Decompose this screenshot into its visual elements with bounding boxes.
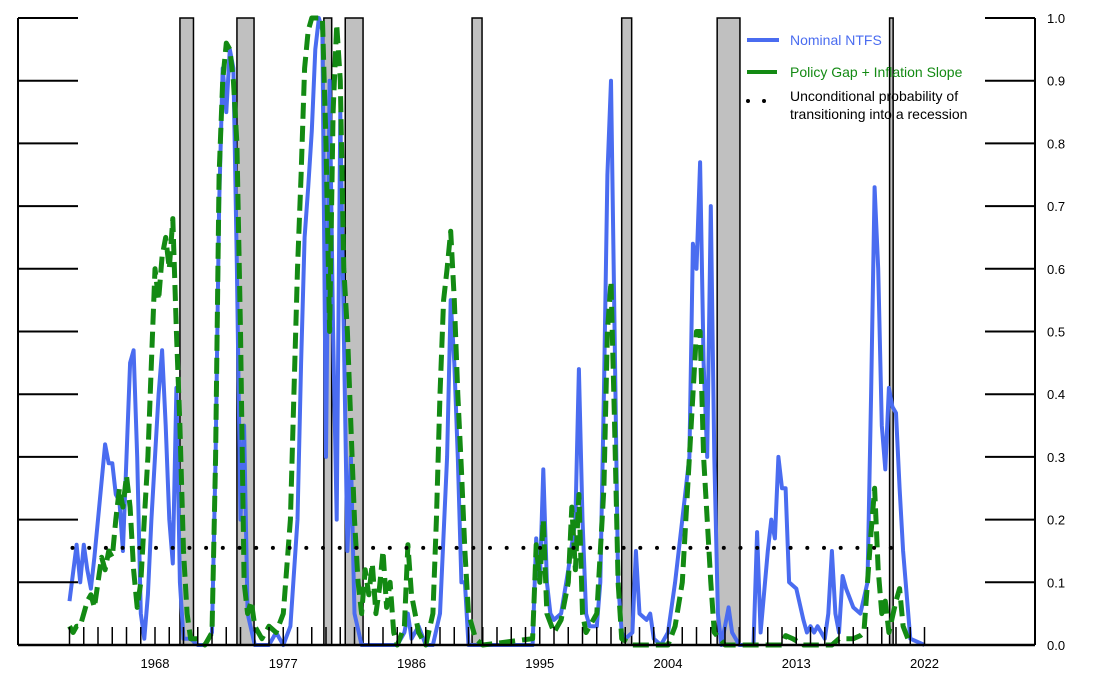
unconditional-probability-dot [872, 545, 877, 550]
unconditional-probability-dot [638, 545, 643, 550]
y-tick-label: 0.8 [1047, 136, 1065, 151]
unconditional-probability-dot [270, 545, 275, 550]
unconditional-probability-dot [738, 545, 743, 550]
unconditional-probability-dot [103, 545, 108, 550]
unconditional-probability-dot [688, 545, 693, 550]
x-tick-label: 2022 [910, 656, 939, 671]
unconditional-probability-dot [838, 545, 843, 550]
unconditional-probability-dot [287, 545, 292, 550]
unconditional-probability-dot [504, 545, 509, 550]
y-tick-label: 0.5 [1047, 325, 1065, 340]
unconditional-probability-dot [304, 545, 309, 550]
unconditional-probability-dot [87, 545, 92, 550]
unconditional-probability-dot [220, 545, 225, 550]
unconditional-probability-dot [488, 545, 492, 550]
y-tick-label: 0.9 [1047, 74, 1065, 89]
unconditional-probability-dot [137, 545, 142, 550]
recession-band [620, 17, 633, 646]
y-tick-label: 0.4 [1047, 387, 1065, 402]
unconditional-probability-dot [387, 545, 392, 550]
series-policy-gap-inflation-slope [67, 15, 913, 648]
unconditional-probability-dot [788, 545, 793, 550]
unconditional-probability-dot [755, 545, 760, 550]
unconditional-probability-dot [204, 545, 209, 550]
recession-band [716, 17, 741, 646]
unconditional-probability-dot [521, 545, 526, 550]
legend-swatch-dot [762, 99, 766, 103]
unconditional-probability-dot [771, 545, 776, 550]
unconditional-probability-dot [538, 545, 543, 550]
unconditional-probability-dot [554, 545, 559, 550]
x-tick-label: 1986 [397, 656, 426, 671]
axes: 0.0 0.1 0.2 0.3 0.4 0.5 0.6 0.7 0.8 0.9 1.0 1968 197… [17, 11, 1065, 671]
unconditional-probability-dot [471, 545, 476, 550]
y-tick-label: 0.6 [1047, 262, 1065, 277]
unconditional-probability-dot [855, 545, 860, 550]
x-tick-label: 2004 [654, 656, 683, 671]
unconditional-probability-dot [70, 545, 75, 550]
y-tick-label: 0.7 [1047, 199, 1065, 214]
unconditional-probability-dot [337, 545, 342, 550]
x-tick-label: 2013 [782, 656, 811, 671]
unconditional-probability-dot [354, 545, 359, 550]
legend-label-policy: Policy Gap + Inflation Slope [790, 64, 963, 80]
y-tick-label: 0.2 [1047, 513, 1065, 528]
unconditional-probability-dot [621, 545, 626, 550]
y-tick-label: 0.3 [1047, 450, 1065, 465]
x-tick-label: 1968 [141, 656, 170, 671]
unconditional-probability-dot [671, 545, 676, 550]
unconditional-probability-dot [154, 545, 158, 550]
x-tick-label: 1977 [269, 656, 298, 671]
legend-label-unconditional-line2: transitioning into a recession [790, 106, 967, 122]
legend-label-nominal: Nominal NTFS [790, 32, 882, 48]
y-tick-label: 1.0 [1047, 11, 1065, 26]
unconditional-probability-dot [170, 545, 175, 550]
legend-swatch-dot [746, 99, 750, 103]
unconditional-probability-dot [404, 545, 409, 550]
unconditional-probability-dot [588, 545, 593, 550]
x-tick-label: 1995 [525, 656, 554, 671]
unconditional-probability-dot [437, 545, 442, 550]
unconditional-probability-dot [604, 545, 609, 550]
unconditional-probability-dot [254, 545, 259, 550]
unconditional-probability-dot [705, 545, 710, 550]
unconditional-probability-dot [237, 545, 242, 550]
unconditional-probability-dot [321, 545, 325, 550]
legend-label-unconditional-line1: Unconditional probability of [790, 88, 958, 104]
y-tick-label: 0.0 [1047, 638, 1065, 653]
unconditional-probability-dot [805, 545, 810, 550]
unconditional-probability-dot [421, 545, 426, 550]
y-tick-label: 0.1 [1047, 575, 1065, 590]
unconditional-probability-dot [822, 545, 826, 550]
unconditional-probability-dot [655, 545, 659, 550]
unconditional-probability-dot [454, 545, 459, 550]
recession-band [471, 17, 483, 646]
unconditional-probability-dot [888, 545, 893, 550]
unconditional-probability-dot [187, 545, 192, 550]
unconditional-probability-dot [371, 545, 376, 550]
legend: Nominal NTFS Policy Gap + Inflation Slop… [746, 32, 967, 122]
unconditional-probability-dot [721, 545, 726, 550]
unconditional-probability-dot [120, 545, 125, 550]
unconditional-probability-dot [571, 545, 576, 550]
